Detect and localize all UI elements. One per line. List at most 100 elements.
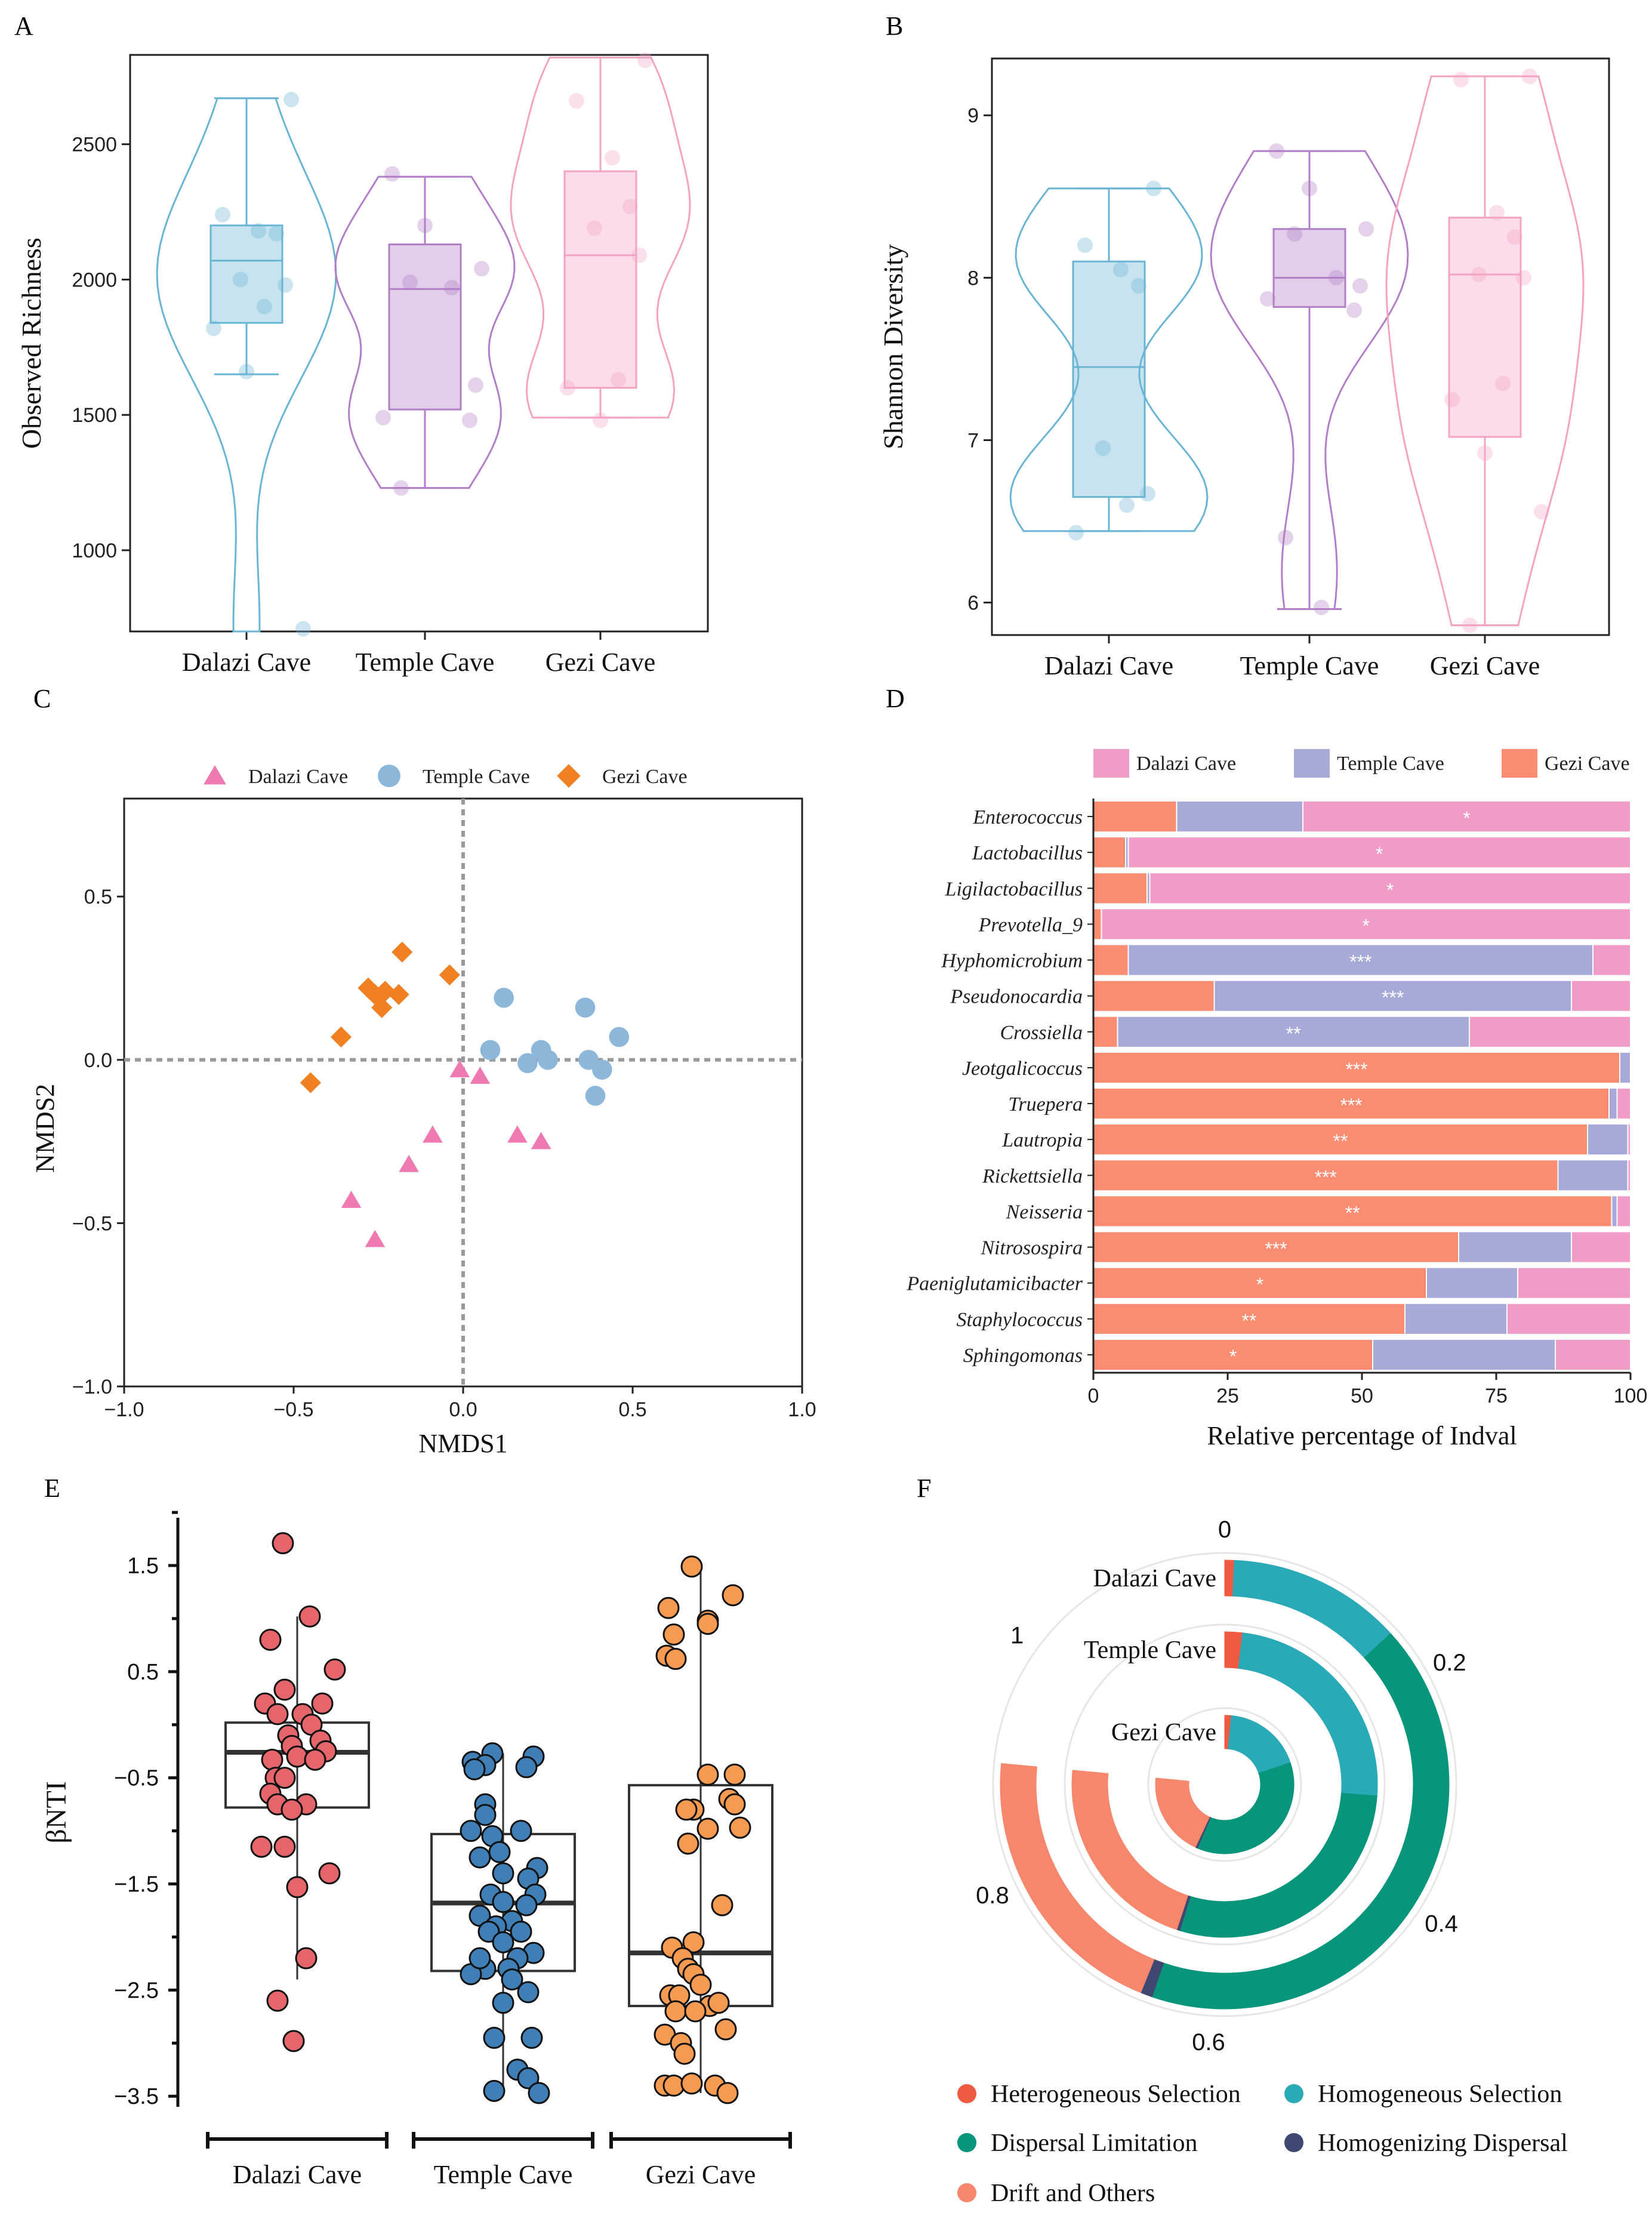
x-axis-label: NMDS1 bbox=[418, 1429, 507, 1458]
data-point bbox=[520, 2026, 543, 2049]
bar-segment bbox=[1616, 1195, 1631, 1228]
data-point bbox=[592, 1059, 612, 1080]
data-point bbox=[261, 1748, 283, 1771]
x-tick-label: Temple Cave bbox=[434, 2160, 573, 2189]
significance-label: *** bbox=[1349, 951, 1371, 973]
bar-segment bbox=[1592, 944, 1631, 976]
bar-segment bbox=[1469, 1015, 1631, 1048]
data-point bbox=[273, 1678, 296, 1701]
bar-segment bbox=[1093, 1231, 1459, 1263]
x-tick-label: Temple Cave bbox=[1240, 651, 1379, 680]
legend-marker bbox=[957, 2133, 976, 2152]
bar-segment bbox=[1611, 1195, 1618, 1228]
data-point bbox=[510, 1921, 532, 1943]
ring-label: Dalazi Cave bbox=[1093, 1565, 1216, 1592]
data-point bbox=[515, 1756, 538, 1779]
data-point bbox=[1516, 270, 1531, 286]
significance-label: *** bbox=[1340, 1095, 1362, 1116]
significance-label: * bbox=[1463, 808, 1470, 829]
bar-segment bbox=[1093, 944, 1129, 976]
data-point bbox=[492, 1992, 514, 2014]
bar-segment bbox=[1426, 1266, 1518, 1299]
data-point bbox=[251, 223, 266, 239]
category-label: Hyphomicrobium bbox=[941, 950, 1083, 972]
bar-segment bbox=[1302, 800, 1631, 833]
bar-segment bbox=[1101, 908, 1631, 941]
data-point bbox=[239, 363, 254, 380]
legend-marker bbox=[1284, 2133, 1303, 2152]
data-point bbox=[272, 1532, 294, 1555]
category-label: Sphingomonas bbox=[963, 1345, 1083, 1367]
data-point bbox=[402, 274, 418, 290]
data-point bbox=[677, 1832, 699, 1855]
data-point bbox=[474, 261, 489, 277]
legend-label: Dalazi Cave bbox=[1136, 753, 1236, 775]
legend-label: Heterogeneous Selection bbox=[991, 2081, 1241, 2108]
y-tick-label: −1.5 bbox=[114, 1872, 159, 1897]
significance-label: *** bbox=[1315, 1166, 1337, 1188]
data-point bbox=[1140, 486, 1155, 502]
data-point bbox=[470, 1067, 491, 1084]
ring-guide bbox=[1147, 1707, 1302, 1862]
data-point bbox=[657, 1597, 680, 1619]
x-tick-label: Gezi Cave bbox=[545, 648, 655, 677]
ring-segment bbox=[1151, 1633, 1450, 2010]
data-point bbox=[469, 1846, 491, 1869]
legend-label: Temple Cave bbox=[423, 766, 530, 788]
ring-segment bbox=[1155, 1777, 1210, 1848]
data-point bbox=[531, 1132, 551, 1150]
data-point bbox=[330, 1026, 352, 1048]
ring-guide bbox=[1064, 1623, 1386, 1946]
data-point bbox=[266, 1989, 289, 2012]
y-tick-label: −1.0 bbox=[72, 1376, 112, 1398]
legend-swatch bbox=[1093, 749, 1129, 778]
data-point bbox=[259, 1629, 282, 1651]
data-point bbox=[611, 372, 626, 388]
data-point bbox=[637, 53, 653, 69]
data-point bbox=[483, 2079, 506, 2102]
data-point bbox=[393, 480, 409, 496]
bar-segment bbox=[1093, 836, 1126, 869]
legend-swatch bbox=[1294, 749, 1330, 778]
data-point bbox=[1131, 278, 1146, 294]
legend-marker bbox=[204, 765, 226, 785]
data-point bbox=[286, 1745, 309, 1768]
data-point bbox=[474, 1804, 497, 1826]
panel-label-b: B bbox=[886, 11, 903, 41]
data-point bbox=[494, 988, 514, 1008]
data-point bbox=[375, 409, 391, 426]
legend-label: Homogenizing Dispersal bbox=[1318, 2130, 1568, 2157]
data-point bbox=[517, 1981, 540, 2004]
data-point bbox=[460, 1820, 482, 1842]
x-tick-label: 25 bbox=[1216, 1385, 1239, 1407]
x-tick-label: 0 bbox=[1088, 1385, 1099, 1407]
bar-segment bbox=[1093, 872, 1148, 905]
significance-label: ** bbox=[1345, 1202, 1360, 1224]
x-tick-label: 100 bbox=[1614, 1385, 1648, 1407]
bar-segment bbox=[1093, 908, 1102, 941]
data-point bbox=[483, 2026, 506, 2049]
panel-label-c: C bbox=[33, 684, 51, 713]
category-label: Enterococcus bbox=[972, 806, 1083, 828]
data-point bbox=[374, 981, 396, 1002]
ring-guide bbox=[992, 1552, 1457, 2017]
data-point bbox=[501, 1968, 523, 1991]
data-point bbox=[468, 377, 483, 393]
panel-c-nmds: −1.0 −0.5 0.0 0.5 1.0 −1.0 −0.5 0.0 0.5 NMDS1 NMDS… bbox=[30, 764, 816, 1458]
data-point bbox=[1522, 68, 1537, 84]
bar-segment bbox=[1117, 1015, 1470, 1048]
y-axis-label: NMDS2 bbox=[30, 1084, 60, 1173]
data-point bbox=[515, 1894, 538, 1916]
data-point bbox=[1471, 266, 1487, 282]
data-point bbox=[538, 1049, 558, 1070]
x-axis-label: Relative percentage of Indval bbox=[1207, 1421, 1517, 1450]
data-point bbox=[680, 2072, 703, 2095]
data-point bbox=[492, 1931, 514, 1953]
data-point bbox=[392, 941, 413, 963]
data-point bbox=[560, 380, 575, 396]
data-point bbox=[1495, 375, 1511, 392]
data-point bbox=[1113, 261, 1129, 278]
x-tick-label: Gezi Cave bbox=[646, 2160, 756, 2189]
legend-label: Temple Cave bbox=[1337, 753, 1444, 775]
data-point bbox=[680, 1555, 703, 1578]
